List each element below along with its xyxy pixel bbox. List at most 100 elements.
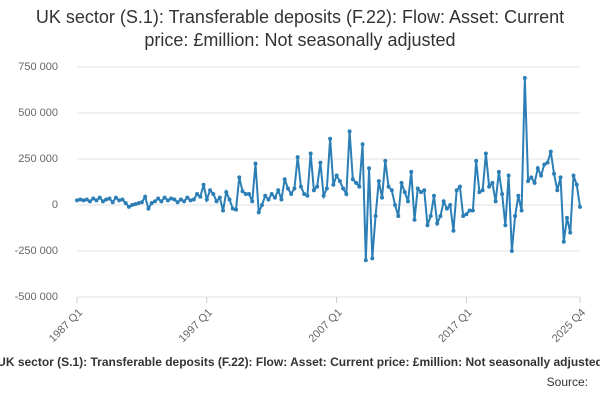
- point: [110, 200, 115, 205]
- x-tick-label: 1987 Q1: [47, 307, 85, 345]
- point: [441, 199, 446, 204]
- point: [315, 184, 320, 189]
- point: [422, 188, 427, 193]
- point: [519, 208, 524, 213]
- point: [496, 169, 501, 174]
- point: [295, 155, 300, 160]
- point: [221, 208, 226, 213]
- point: [169, 196, 174, 201]
- point: [402, 190, 407, 195]
- point: [224, 190, 229, 195]
- x-tick-label: 1997 Q1: [177, 307, 215, 345]
- point: [467, 208, 472, 213]
- point: [480, 188, 485, 193]
- point: [75, 198, 79, 203]
- point: [331, 182, 336, 187]
- point: [217, 195, 222, 200]
- point: [136, 201, 141, 206]
- point: [483, 151, 488, 156]
- point: [529, 175, 534, 180]
- point: [165, 198, 170, 203]
- point: [454, 188, 459, 193]
- point: [457, 184, 462, 189]
- point: [412, 217, 417, 222]
- point: [130, 203, 135, 207]
- point: [204, 197, 209, 202]
- point: [415, 186, 420, 191]
- y-tick-label: 250 000: [18, 153, 58, 165]
- point: [97, 195, 102, 200]
- point: [302, 191, 307, 196]
- point: [159, 199, 164, 204]
- point: [370, 256, 375, 261]
- point: [548, 149, 553, 154]
- point: [185, 195, 190, 200]
- point: [282, 177, 287, 182]
- point: [188, 198, 193, 203]
- point: [237, 175, 242, 180]
- point: [324, 186, 329, 191]
- point: [250, 199, 255, 204]
- point: [113, 195, 118, 200]
- point: [561, 239, 566, 244]
- point: [542, 162, 547, 167]
- point: [464, 212, 469, 217]
- point: [506, 173, 511, 178]
- point: [305, 193, 310, 198]
- point: [240, 189, 245, 194]
- point: [214, 199, 219, 204]
- point: [272, 195, 277, 200]
- point: [253, 161, 258, 166]
- point: [493, 199, 498, 204]
- point: [182, 199, 187, 204]
- x-tick-label: 2017 Q1: [436, 307, 474, 345]
- point: [526, 179, 531, 184]
- point: [263, 193, 268, 198]
- point: [211, 191, 216, 196]
- point: [328, 136, 333, 141]
- point: [428, 214, 433, 219]
- point: [503, 223, 508, 228]
- point: [201, 182, 206, 187]
- point: [487, 184, 492, 189]
- point: [91, 196, 96, 201]
- point: [123, 201, 128, 206]
- point: [448, 203, 453, 207]
- point: [565, 215, 570, 220]
- x-tick-label: 2007 Q1: [306, 307, 344, 345]
- point: [266, 197, 271, 202]
- point: [87, 199, 92, 204]
- point: [373, 214, 378, 219]
- point: [234, 207, 239, 212]
- point: [522, 76, 527, 81]
- point: [545, 160, 550, 165]
- point: [367, 166, 372, 171]
- point: [380, 195, 385, 200]
- point: [195, 191, 200, 196]
- legend-label: UK sector (S.1): Transferable deposits (…: [0, 355, 600, 369]
- point: [279, 197, 284, 202]
- series-line: [76, 78, 581, 261]
- point: [84, 197, 89, 202]
- point: [477, 190, 482, 195]
- point: [341, 186, 346, 191]
- point: [532, 180, 537, 185]
- point: [107, 196, 112, 201]
- y-tick-label: -250 000: [15, 245, 58, 257]
- point: [246, 191, 251, 196]
- point: [243, 191, 248, 196]
- point: [354, 180, 359, 185]
- point: [435, 221, 440, 226]
- point: [357, 184, 362, 189]
- point: [409, 169, 414, 174]
- point: [539, 173, 544, 178]
- point: [399, 180, 404, 185]
- point: [104, 197, 109, 202]
- y-tick-label: 500 000: [18, 107, 58, 119]
- point: [461, 214, 466, 219]
- point: [191, 197, 196, 202]
- point: [78, 197, 83, 202]
- point: [117, 198, 122, 203]
- x-tick-label: 2025 Q4: [550, 307, 588, 345]
